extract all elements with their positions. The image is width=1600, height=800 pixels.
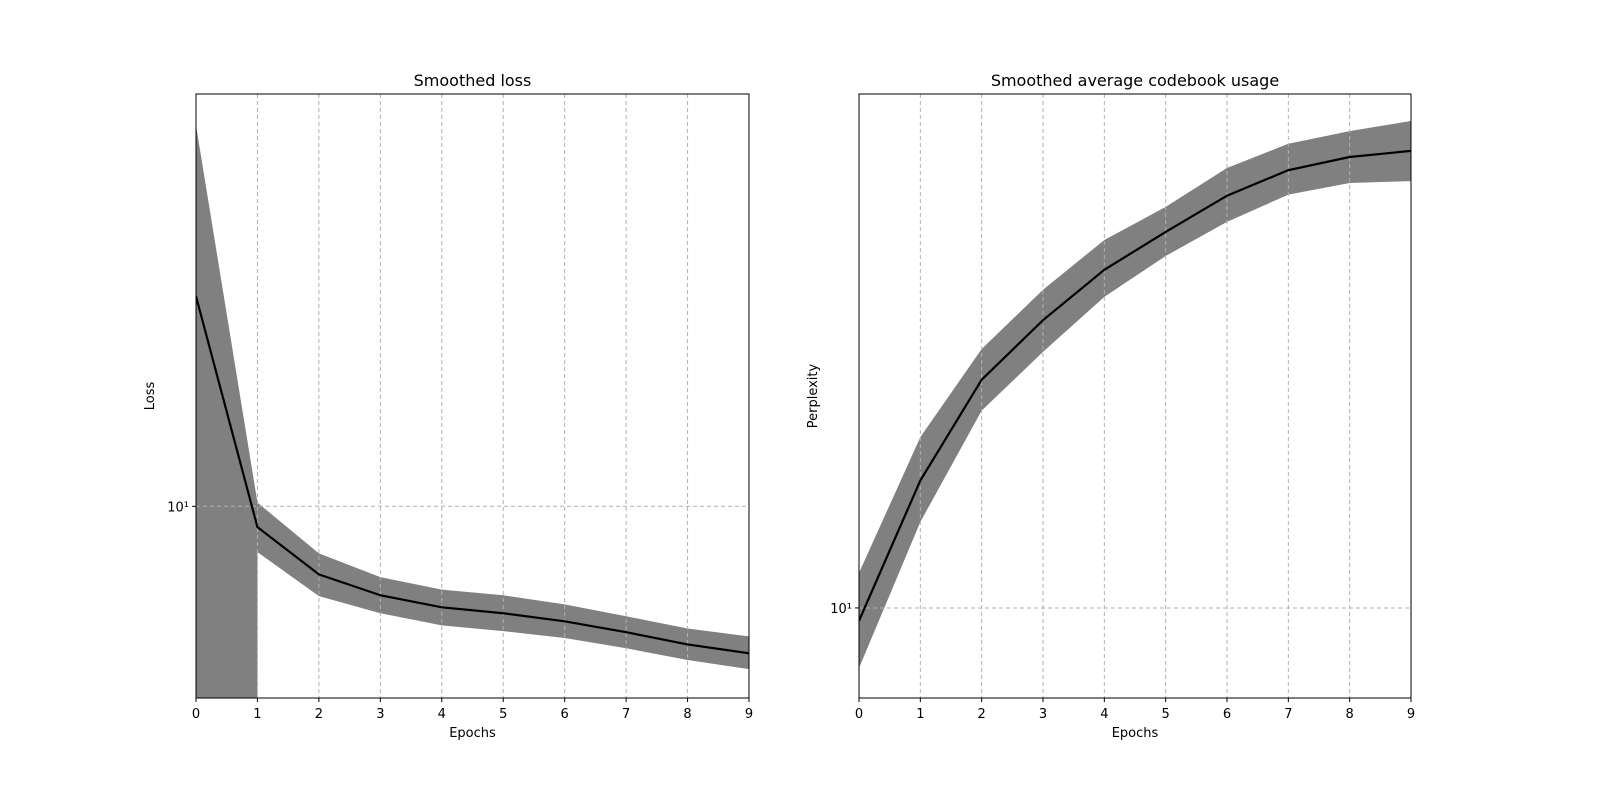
x-tick-label: 0 [192,707,200,722]
x-tick-label: 1 [253,707,261,722]
x-tick-label: 2 [978,707,986,722]
subplot: 0 1 2 3 4 5 6 7 8 9 10¹ Smoothed loss Epochs Loss [143,71,753,741]
x-tick-label: 5 [1162,707,1170,722]
y-tick-label: 10¹ [167,500,189,515]
x-tick-label: 5 [499,707,507,722]
std-band [859,121,1411,669]
y-tick-label: 10¹ [830,602,852,617]
x-tick-label: 3 [376,707,384,722]
line-series [196,295,749,655]
x-tick-label: 6 [1223,707,1231,722]
x-axis-label: Epochs [1112,726,1159,741]
y-axis-label: Loss [143,382,158,411]
x-tick-label: 7 [622,707,630,722]
x-tick-label: 1 [916,707,924,722]
axes-frame [858,93,1412,699]
line-series [859,149,1411,622]
x-tick-label: 2 [315,707,323,722]
x-tick-label: 8 [683,707,691,722]
x-tick-label: 6 [561,707,569,722]
axes-frame [195,93,750,699]
x-tick-label: 4 [438,707,446,722]
y-axis-label: Perplexity [806,363,821,428]
x-tick-label: 3 [1039,707,1047,722]
x-tick-label: 4 [1100,707,1108,722]
x-tick-label: 0 [855,707,863,722]
x-tick-label: 8 [1346,707,1354,722]
x-tick-label: 9 [1407,707,1415,722]
x-tick-label: 9 [745,707,753,722]
x-axis-label: Epochs [449,726,496,741]
subplot-title: Smoothed average codebook usage [991,71,1279,90]
x-tick-label: 7 [1284,707,1292,722]
subplot-title: Smoothed loss [414,71,532,90]
subplot: 0 1 2 3 4 5 6 7 8 9 10¹ Smoothed average codebook u… [806,71,1415,741]
std-band [196,125,749,698]
